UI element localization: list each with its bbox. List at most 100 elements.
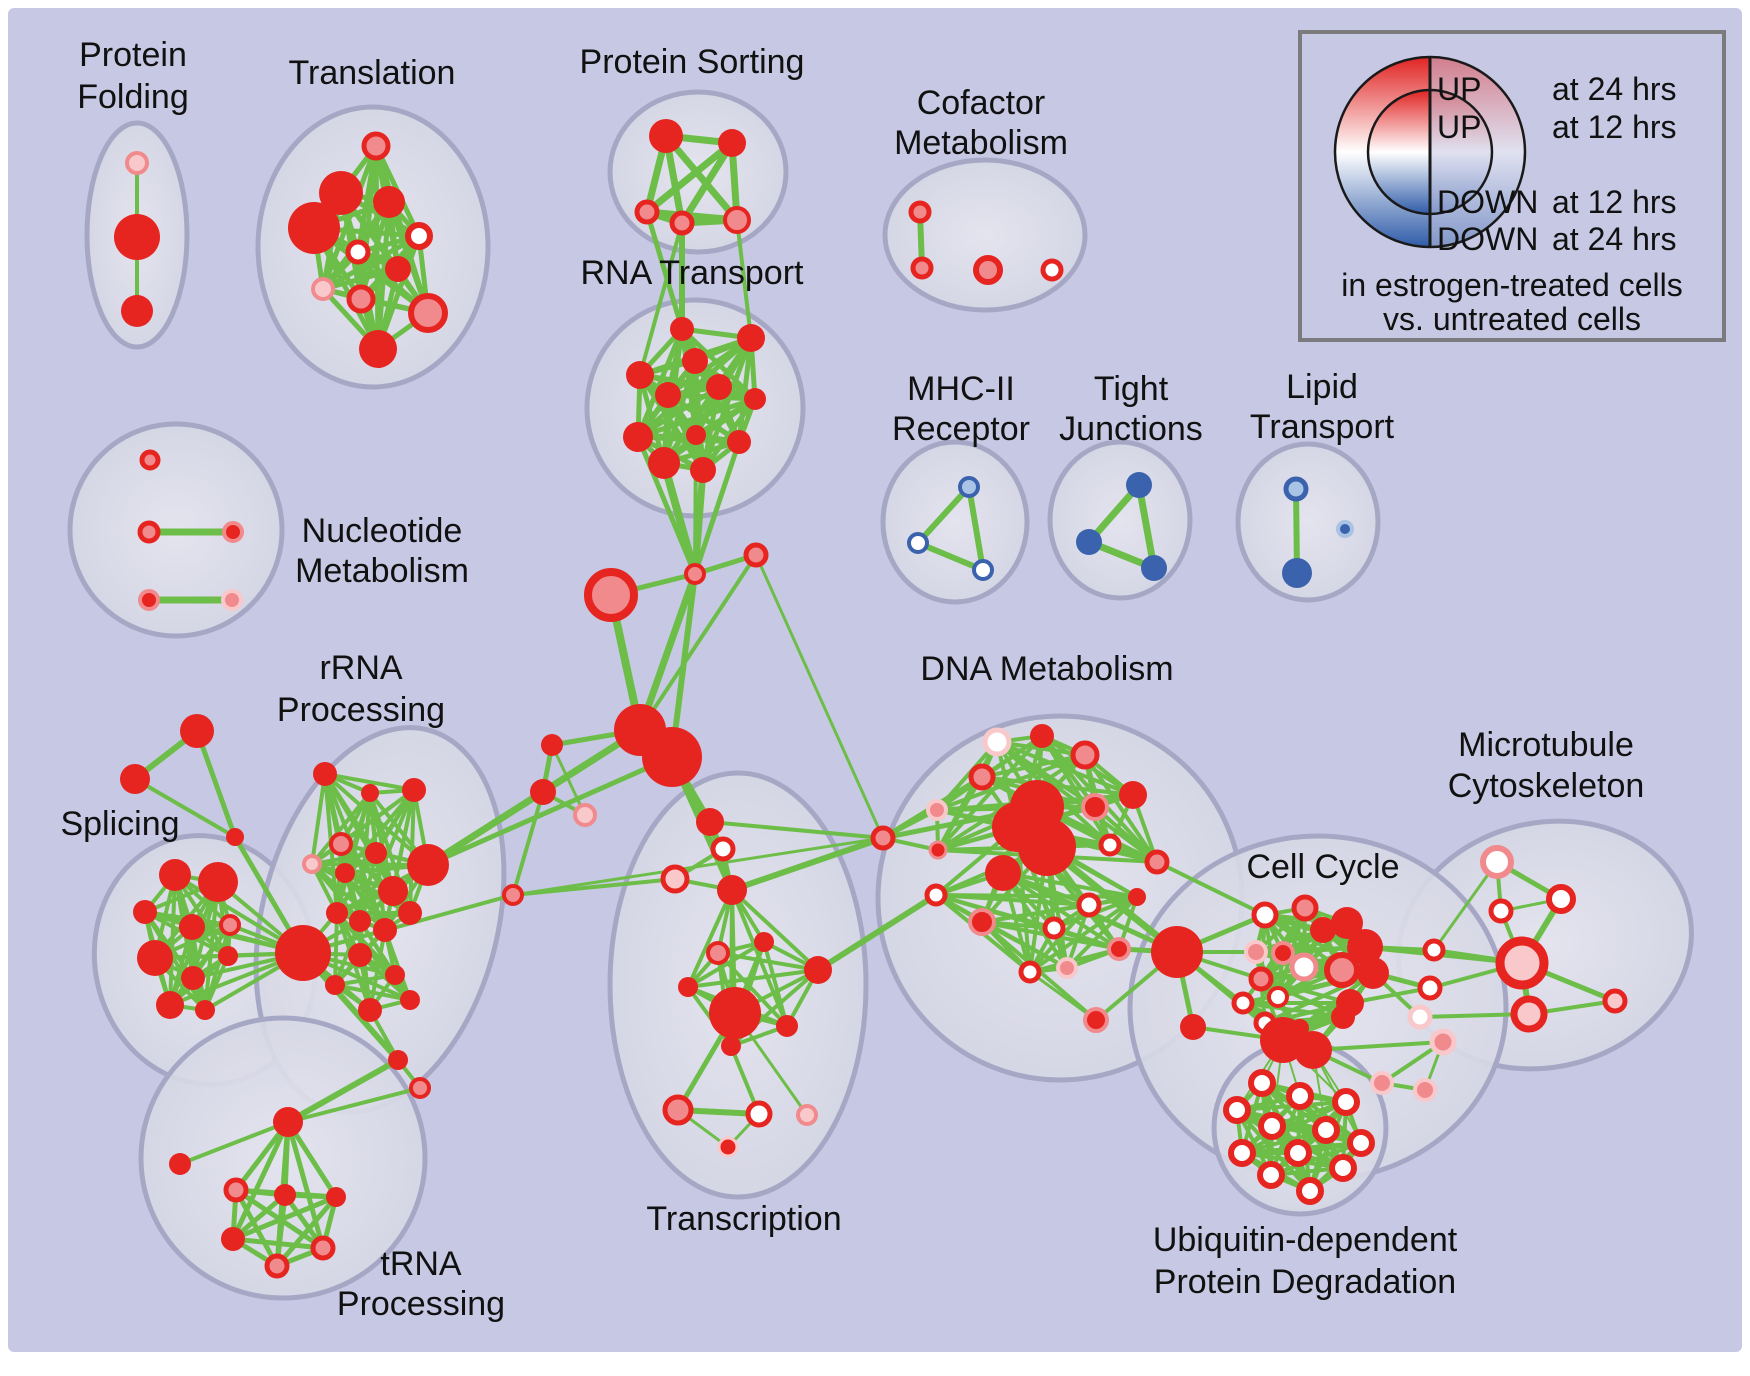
node-tl5[interactable] — [405, 222, 433, 250]
node-dm16[interactable] — [924, 883, 948, 907]
node-ub10[interactable] — [1329, 1154, 1357, 1182]
node-ub8[interactable] — [1228, 1139, 1256, 1167]
node-sp2[interactable] — [198, 862, 238, 902]
node-tc11[interactable] — [721, 1036, 741, 1056]
node-cc3[interactable] — [1291, 894, 1319, 922]
node-tc8[interactable] — [678, 977, 698, 997]
node-tr1[interactable] — [169, 1153, 191, 1175]
node-cc2[interactable] — [1251, 901, 1279, 929]
node-ub12[interactable] — [1296, 1177, 1324, 1205]
node-nm1[interactable] — [139, 449, 161, 471]
node-ub9[interactable] — [1284, 1139, 1312, 1167]
node-tr6[interactable] — [310, 1235, 336, 1261]
node-rr18[interactable] — [400, 990, 420, 1010]
node-rr12[interactable] — [373, 918, 397, 942]
node-dm15[interactable] — [985, 855, 1021, 891]
node-rt6[interactable] — [655, 382, 681, 408]
node-rt2[interactable] — [737, 324, 765, 352]
node-cc4[interactable] — [1310, 917, 1336, 943]
node-mt5[interactable] — [1510, 995, 1548, 1033]
node-cc16[interactable] — [1231, 991, 1255, 1015]
node-lt2[interactable] — [1282, 558, 1312, 588]
node-rr20[interactable] — [409, 1077, 431, 1099]
node-f12[interactable] — [226, 828, 244, 846]
node-nm4[interactable] — [138, 589, 160, 611]
node-tl7[interactable] — [385, 256, 411, 282]
node-sp7[interactable] — [181, 966, 205, 990]
node-cc13[interactable] — [1289, 952, 1319, 982]
node-cc5[interactable] — [1331, 907, 1363, 939]
node-sp8[interactable] — [218, 946, 238, 966]
node-tc1[interactable] — [696, 808, 724, 836]
node-tj3[interactable] — [1141, 555, 1167, 581]
node-dm8[interactable] — [1081, 793, 1109, 821]
node-ub7[interactable] — [1347, 1129, 1375, 1157]
node-cc25[interactable] — [1407, 1004, 1433, 1030]
node-f5[interactable] — [642, 727, 702, 787]
node-rr10[interactable] — [326, 902, 348, 924]
node-f11[interactable] — [120, 764, 150, 794]
node-rr11[interactable] — [349, 910, 371, 932]
node-rt8[interactable] — [623, 422, 653, 452]
node-cc23[interactable] — [1422, 938, 1446, 962]
node-cc6[interactable] — [1347, 929, 1383, 965]
node-dm20[interactable] — [1042, 916, 1066, 940]
node-rr13[interactable] — [398, 901, 422, 925]
node-cc14[interactable] — [1248, 966, 1274, 992]
node-tl4[interactable] — [288, 202, 340, 254]
node-mt3[interactable] — [1488, 898, 1514, 924]
node-rr15[interactable] — [325, 975, 345, 995]
node-rr16[interactable] — [385, 965, 405, 985]
node-rr7[interactable] — [335, 863, 355, 883]
node-ub3[interactable] — [1332, 1088, 1360, 1116]
node-dm3[interactable] — [1030, 724, 1054, 748]
node-cc22[interactable] — [1413, 1078, 1437, 1102]
node-tc15[interactable] — [717, 1136, 739, 1158]
node-mt2[interactable] — [1546, 884, 1576, 914]
node-tl3[interactable] — [373, 186, 405, 218]
node-mh1[interactable] — [958, 476, 980, 498]
node-cc1[interactable] — [1180, 1014, 1206, 1040]
node-sp1[interactable] — [159, 859, 191, 891]
node-tc12[interactable] — [662, 1094, 694, 1126]
node-nm5[interactable] — [221, 589, 243, 611]
node-dm24[interactable] — [1083, 1007, 1109, 1033]
node-f3[interactable] — [584, 568, 638, 622]
node-rt12[interactable] — [690, 457, 716, 483]
node-dm12[interactable] — [928, 840, 948, 860]
node-ps1[interactable] — [649, 119, 683, 153]
node-rr14[interactable] — [348, 943, 372, 967]
node-tj1[interactable] — [1126, 472, 1152, 498]
node-sp0[interactable] — [275, 925, 331, 981]
node-f8[interactable] — [573, 803, 597, 827]
node-sp6[interactable] — [137, 940, 173, 976]
node-rr5[interactable] — [302, 854, 322, 874]
node-tc9[interactable] — [709, 987, 761, 1039]
node-mt4[interactable] — [1495, 936, 1549, 990]
node-mh2[interactable] — [907, 532, 929, 554]
node-rr19[interactable] — [388, 1050, 408, 1070]
node-ub6[interactable] — [1312, 1116, 1340, 1144]
node-dm14[interactable] — [1144, 849, 1170, 875]
node-ps4[interactable] — [669, 210, 695, 236]
node-rt10[interactable] — [727, 430, 751, 454]
node-dm17[interactable] — [1128, 888, 1146, 906]
node-cc12[interactable] — [1271, 941, 1295, 965]
node-dm18[interactable] — [968, 908, 996, 936]
node-rr4[interactable] — [329, 832, 353, 856]
node-cc0[interactable] — [1151, 926, 1203, 978]
node-cf3[interactable] — [973, 255, 1003, 285]
node-rt3[interactable] — [682, 348, 708, 374]
node-ps2[interactable] — [718, 129, 746, 157]
node-cf2[interactable] — [910, 256, 934, 280]
node-dm7[interactable] — [1119, 781, 1147, 809]
node-ps3[interactable] — [634, 199, 660, 225]
node-tj2[interactable] — [1076, 529, 1102, 555]
node-tc4[interactable] — [717, 875, 747, 905]
node-f6[interactable] — [541, 734, 563, 756]
node-mt1[interactable] — [1480, 845, 1514, 879]
node-rt5[interactable] — [706, 374, 732, 400]
node-cf4[interactable] — [1040, 258, 1064, 282]
node-dm21[interactable] — [1018, 960, 1042, 984]
node-tc6[interactable] — [706, 941, 730, 965]
